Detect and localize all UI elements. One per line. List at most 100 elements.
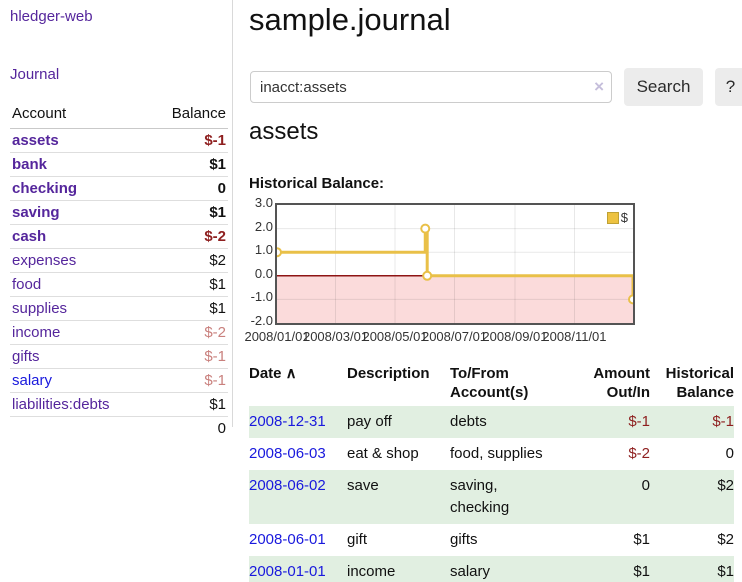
chart-legend: $ bbox=[606, 210, 628, 225]
account-link-liabilities-debts[interactable]: liabilities:debts bbox=[12, 396, 110, 413]
column-header-historical: Historical Balance bbox=[665, 365, 734, 401]
account-row: supplies $1 bbox=[10, 296, 228, 321]
account-balance: $1 bbox=[148, 200, 228, 225]
brand-link[interactable]: hledger-web bbox=[10, 8, 93, 25]
transaction-accounts: food, supplies bbox=[450, 445, 543, 462]
help-button[interactable]: ? bbox=[715, 68, 742, 106]
main-content: sample.journal × Search ? assets Histori… bbox=[244, 0, 742, 582]
search-row: × Search ? bbox=[249, 68, 742, 106]
legend-swatch bbox=[606, 211, 619, 224]
x-axis-tick: 2008/01/01 bbox=[244, 329, 310, 344]
transaction-accounts: saving, checking bbox=[450, 470, 578, 524]
transaction-amount: $-1 bbox=[578, 406, 650, 438]
account-balance: $1 bbox=[148, 272, 228, 297]
account-link-saving[interactable]: saving bbox=[12, 204, 60, 221]
x-axis-tick: 2008/09/01 bbox=[482, 329, 548, 344]
transaction-accounts: salary bbox=[450, 556, 578, 582]
accounts-header-balance: Balance bbox=[148, 102, 228, 129]
transaction-amount: $-2 bbox=[628, 445, 650, 462]
account-heading: assets bbox=[249, 118, 319, 145]
account-row: bank $1 bbox=[10, 152, 228, 177]
accounts-total-balance: 0 bbox=[148, 416, 228, 440]
transaction-row: 2008-01-01 income salary $1 $1 bbox=[249, 556, 734, 582]
account-balance: $2 bbox=[148, 248, 228, 273]
account-row: income $-2 bbox=[10, 320, 228, 345]
account-row: assets $-1 bbox=[10, 128, 228, 153]
transaction-description: save bbox=[347, 470, 450, 524]
transaction-description: gift bbox=[347, 531, 368, 548]
account-row: gifts $-1 bbox=[10, 344, 228, 369]
search-input[interactable] bbox=[250, 71, 612, 103]
page-title: sample.journal bbox=[249, 2, 451, 37]
transaction-amount: 0 bbox=[578, 470, 650, 524]
accounts-total-row: 0 bbox=[10, 416, 228, 440]
transaction-description: pay off bbox=[347, 406, 450, 438]
transaction-row: 2008-06-02 save saving, checking 0 $2 bbox=[249, 470, 734, 524]
account-row: checking 0 bbox=[10, 176, 228, 201]
account-balance: 0 bbox=[148, 176, 228, 201]
column-header-date[interactable]: Date ∧ bbox=[249, 365, 297, 382]
chart-plot-area: $ bbox=[275, 203, 635, 325]
transaction-date-link[interactable]: 2008-06-03 bbox=[249, 445, 326, 462]
account-link-bank[interactable]: bank bbox=[12, 156, 48, 173]
transaction-balance: 0 bbox=[725, 445, 734, 462]
y-axis-tick: 1.0 bbox=[254, 242, 273, 258]
sidebar-divider bbox=[232, 0, 233, 427]
account-link-cash[interactable]: cash bbox=[12, 228, 47, 245]
transaction-date-link[interactable]: 2008-01-01 bbox=[249, 563, 326, 580]
transaction-row: 2008-06-01 gift gifts $1 $2 bbox=[249, 524, 734, 556]
transaction-date-link[interactable]: 2008-12-31 bbox=[249, 413, 326, 430]
sidebar: hledger-web Journal Account Balance asse… bbox=[0, 0, 232, 582]
account-balance: $-1 bbox=[148, 128, 228, 153]
column-header-description: Description bbox=[347, 365, 430, 382]
transaction-amount: $1 bbox=[578, 556, 650, 582]
account-link-income[interactable]: income bbox=[12, 324, 61, 341]
transaction-accounts: debts bbox=[450, 406, 578, 438]
clear-search-icon[interactable]: × bbox=[594, 77, 604, 96]
legend-label: $ bbox=[620, 210, 628, 225]
account-balance: $-1 bbox=[148, 368, 228, 393]
transaction-amount: $1 bbox=[633, 531, 650, 548]
transaction-description: income bbox=[347, 556, 450, 582]
accounts-header-account: Account bbox=[10, 102, 149, 129]
transaction-date-link[interactable]: 2008-06-02 bbox=[249, 477, 326, 494]
transaction-accounts: gifts bbox=[450, 531, 478, 548]
balance-chart: $3.0 2.0 1.0 0.0 -1.0 -2.0 2008/01/01 2008/03/0… bbox=[244, 196, 742, 346]
transaction-balance: $2 bbox=[650, 470, 734, 524]
account-row: cash $-2 bbox=[10, 224, 228, 249]
account-link-supplies[interactable]: supplies bbox=[12, 300, 68, 317]
transaction-balance: $2 bbox=[717, 531, 734, 548]
account-link-expenses[interactable]: expenses bbox=[12, 252, 77, 269]
account-balance: $1 bbox=[148, 392, 228, 417]
sidebar-item-journal[interactable]: Journal bbox=[10, 66, 60, 83]
account-balance: $-1 bbox=[148, 344, 228, 369]
x-axis-tick: 2008/03/01 bbox=[302, 329, 369, 344]
chart-label: Historical Balance: bbox=[249, 175, 385, 192]
transaction-row: 2008-12-31 pay off debts $-1 $-1 bbox=[249, 406, 734, 438]
y-axis-tick: 0.0 bbox=[254, 265, 273, 281]
transaction-description: eat & shop bbox=[347, 445, 419, 462]
register-table: Date ∧ Description To/From Account(s) Amount… bbox=[249, 360, 734, 582]
y-axis-tick: -1.0 bbox=[250, 289, 273, 305]
account-balance: $-2 bbox=[148, 320, 228, 345]
x-axis-tick: 2008/05/01 bbox=[362, 329, 428, 344]
account-row: salary $-1 bbox=[10, 368, 228, 393]
account-row: saving $1 bbox=[10, 200, 228, 225]
transaction-row: 2008-06-03 eat & shop food, supplies $-2 0 bbox=[249, 438, 734, 470]
transaction-balance: $1 bbox=[650, 556, 734, 582]
search-button[interactable]: Search bbox=[624, 68, 703, 106]
account-row: food $1 bbox=[10, 272, 228, 297]
account-link-food[interactable]: food bbox=[12, 276, 42, 293]
sort-ascending-icon[interactable]: ∧ bbox=[281, 365, 297, 382]
x-axis-tick: 2008/07/01 bbox=[421, 329, 488, 344]
account-link-assets[interactable]: assets bbox=[12, 132, 59, 149]
account-balance: $1 bbox=[148, 296, 228, 321]
account-link-salary[interactable]: salary bbox=[12, 372, 53, 389]
account-balance: $1 bbox=[148, 152, 228, 177]
accounts-table: Account Balance assets $-1 bank $1 checking 0… bbox=[10, 102, 228, 440]
y-axis-tick: 2.0 bbox=[254, 218, 273, 234]
transaction-date-link[interactable]: 2008-06-01 bbox=[249, 531, 326, 548]
account-balance: $-2 bbox=[148, 224, 228, 249]
account-link-checking[interactable]: checking bbox=[12, 180, 78, 197]
account-link-gifts[interactable]: gifts bbox=[12, 348, 40, 365]
